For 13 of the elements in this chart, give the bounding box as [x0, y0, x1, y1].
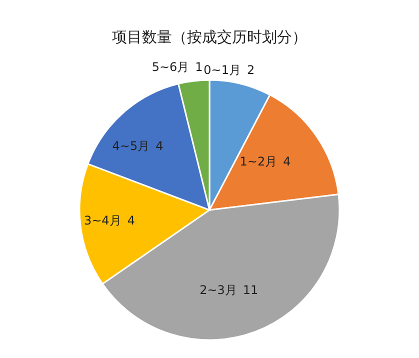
data-label: 2 [246, 63, 255, 78]
slice-label: 5~6月 [152, 60, 190, 74]
data-label: 1 [195, 60, 203, 74]
data-label: 11 [242, 283, 258, 298]
data-label: 4 [156, 138, 164, 153]
slice-label: 3~4月 [84, 213, 122, 228]
chart-title: 项目数量（按成交历时划分） [112, 28, 307, 46]
slice-label: 1~2月 [240, 154, 278, 168]
data-label: 4 [127, 213, 135, 228]
slice-label: 4~5月 [112, 138, 150, 153]
slice-label: 2~3月 [200, 283, 237, 298]
slice-label: 0~1月 [204, 63, 241, 78]
data-label: 4 [283, 154, 291, 168]
